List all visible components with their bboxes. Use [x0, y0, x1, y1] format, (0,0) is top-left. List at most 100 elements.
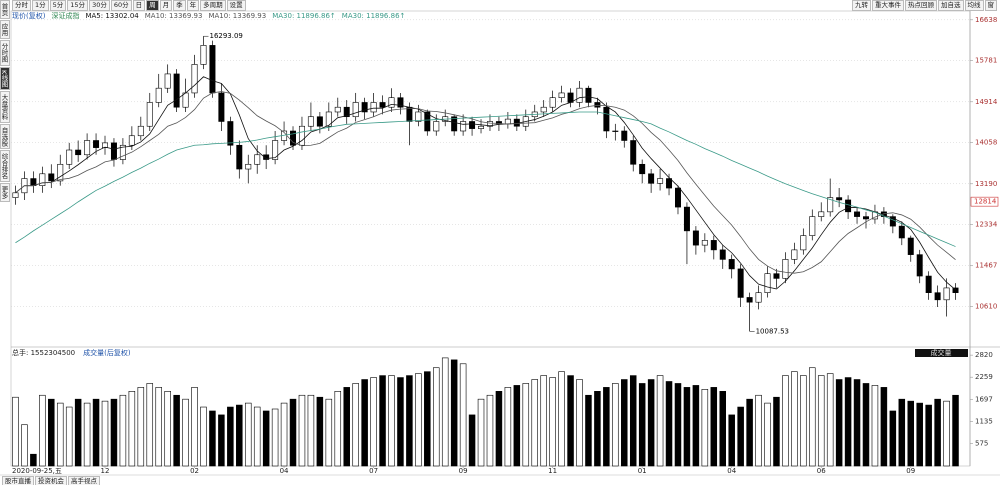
volume-bar: [182, 398, 189, 467]
bottom-tab[interactable]: 股市直播: [2, 476, 34, 485]
period-button[interactable]: 5分: [49, 0, 67, 11]
legend-item: 深证成指: [51, 11, 79, 20]
volume-bar: [110, 398, 118, 467]
legend-item: MA10: 13369.93: [145, 12, 203, 20]
volume-bar: [30, 453, 37, 467]
legend-item: MA10: 13369.93: [208, 12, 266, 20]
volume-bar: [513, 385, 521, 467]
candle-body: [737, 268, 744, 298]
volume-bar: [907, 400, 915, 467]
side-tab[interactable]: 应用: [0, 20, 10, 39]
volume-bar: [817, 375, 825, 467]
side-tab[interactable]: 更多: [0, 183, 10, 203]
volume-bar: [227, 406, 234, 467]
ma-line: [15, 91, 956, 274]
period-button[interactable]: 1分: [32, 0, 49, 11]
candle-body: [263, 154, 270, 160]
tool-button[interactable]: 热点回顾: [905, 0, 937, 11]
period-button[interactable]: 15分: [67, 0, 89, 11]
side-tab[interactable]: 首页: [0, 0, 10, 19]
legend-item: MA5: 13302.04: [85, 12, 139, 20]
volume-bar: [307, 394, 315, 467]
candle-body: [576, 87, 583, 103]
annotation: 10087.53: [756, 327, 789, 335]
tool-button[interactable]: 重大事件: [872, 0, 904, 11]
period-button[interactable]: 设置: [226, 0, 246, 11]
volume-bar: [218, 414, 225, 467]
bottom-tabs: 股市直播 投资机会 高手视点: [2, 476, 101, 485]
volume-bar: [236, 404, 243, 467]
side-tab[interactable]: 分时图: [0, 40, 10, 66]
candle-body: [200, 45, 207, 65]
x-tick-label: 09: [906, 467, 915, 475]
candle-body: [648, 173, 655, 184]
volume-bar: [56, 402, 64, 467]
tool-button[interactable]: 均线: [964, 0, 984, 11]
candle-body: [137, 125, 144, 137]
candle-body: [621, 130, 628, 141]
panel-subtitle: 成交量(后复权): [83, 348, 131, 357]
candle-body: [791, 249, 798, 260]
x-tick-label: 12: [101, 467, 110, 475]
volume-bar: [889, 410, 897, 467]
x-tick-label: 04: [727, 467, 736, 475]
bottom-tab[interactable]: 高手视点: [68, 476, 100, 485]
side-tab[interactable]: 综合排名: [0, 150, 10, 183]
candle-body: [370, 102, 377, 113]
period-button[interactable]: 60分: [110, 0, 132, 11]
volume-bar: [244, 402, 252, 467]
candle-body: [755, 292, 762, 303]
candle-body: [39, 173, 46, 186]
volume-bar: [647, 379, 655, 467]
candle-body: [361, 102, 368, 113]
candle-body: [66, 149, 73, 165]
volume-bar: [191, 387, 198, 467]
y-tick-label: 11467: [975, 262, 997, 270]
volume-bar: [468, 414, 476, 467]
candle-body: [415, 111, 422, 122]
candle-body: [334, 106, 341, 113]
volume-bar: [173, 394, 180, 467]
volume-bar: [934, 398, 941, 467]
period-button[interactable]: 日: [132, 0, 146, 11]
candle-body: [764, 273, 771, 293]
volume-bar: [262, 410, 270, 467]
tool-button[interactable]: 加自选: [938, 0, 964, 11]
volume-bar: [128, 391, 136, 467]
period-button[interactable]: 月: [159, 0, 173, 11]
x-tick-label: 2020-09-25,五: [12, 467, 62, 475]
candle-body: [254, 154, 261, 165]
x-tick-label: 04: [280, 467, 289, 475]
x-tick-label: 01: [638, 467, 647, 475]
candle-body: [845, 199, 852, 213]
candle-body: [155, 87, 162, 103]
y-tick-label: 2259: [975, 373, 993, 381]
period-button[interactable]: 周: [146, 0, 159, 11]
tool-button[interactable]: 九转: [852, 0, 871, 11]
volume-bar: [719, 391, 727, 467]
period-button[interactable]: 年: [186, 0, 200, 11]
candle-body: [674, 187, 681, 208]
side-tab[interactable]: 大盘资料: [0, 90, 10, 123]
side-tab[interactable]: 自选股: [0, 123, 10, 150]
volume-bar: [406, 375, 413, 467]
toolbar: 分时 1分 5分 15分 30分 60分日周月季年多周期 设置: [12, 0, 247, 11]
candle-body: [236, 144, 243, 170]
candle-body: [352, 102, 359, 118]
y-tick-label: 1697: [975, 395, 993, 403]
candle-body: [863, 216, 869, 220]
volume-bar: [755, 394, 762, 467]
y-tick-label: 15781: [975, 57, 997, 65]
candle-body: [558, 92, 565, 99]
side-tab[interactable]: K线图: [0, 66, 10, 90]
bottom-tab[interactable]: 投资机会: [35, 476, 67, 485]
candle-body: [612, 130, 619, 132]
tool-button[interactable]: 窗: [984, 0, 997, 11]
candle-body: [710, 240, 717, 251]
period-button[interactable]: 30分: [89, 0, 110, 11]
candle-body: [854, 211, 861, 217]
period-button[interactable]: 季: [173, 0, 186, 11]
period-button[interactable]: 多周期: [200, 0, 226, 11]
period-button[interactable]: 分时: [12, 0, 31, 11]
candle-body: [93, 140, 100, 148]
